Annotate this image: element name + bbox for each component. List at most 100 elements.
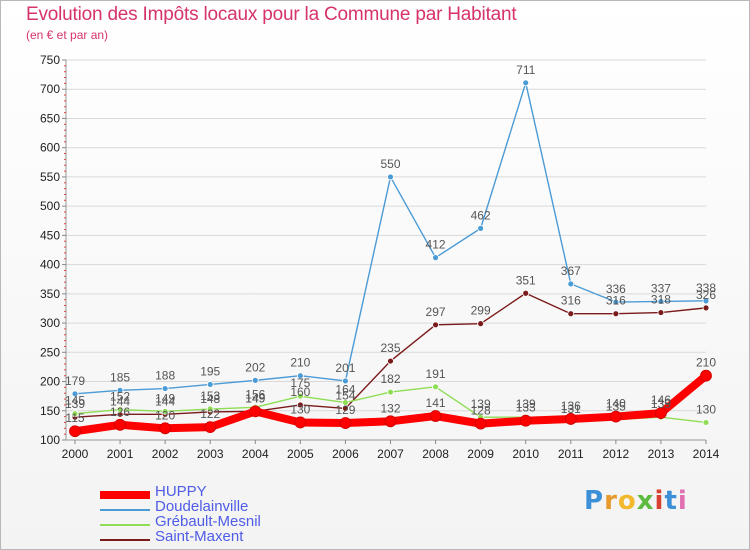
data-point <box>567 310 575 318</box>
data-point <box>612 310 620 318</box>
legend-label: Grébault-Mesnil <box>155 513 261 530</box>
data-label: 179 <box>65 374 85 388</box>
y-tick-label: 550 <box>40 170 60 184</box>
legend-swatch-grebault-mesnil <box>100 524 150 526</box>
x-tick-label: 2010 <box>512 447 539 461</box>
data-point <box>609 410 622 423</box>
x-tick-label: 2009 <box>467 447 494 461</box>
data-label: 210 <box>696 356 716 370</box>
data-point <box>296 372 304 380</box>
data-point <box>161 407 169 415</box>
y-tick-label: 750 <box>40 53 60 67</box>
data-point <box>251 376 259 384</box>
data-label: 141 <box>426 396 446 410</box>
data-point <box>702 419 710 426</box>
data-label: 131 <box>561 402 581 416</box>
data-label: 235 <box>380 341 400 355</box>
data-point <box>477 224 485 232</box>
data-point <box>474 417 487 430</box>
data-point <box>432 254 439 262</box>
data-label: 126 <box>110 405 130 419</box>
data-label: 326 <box>696 288 716 302</box>
data-label: 145 <box>65 394 85 408</box>
y-tick-label: 300 <box>40 316 60 330</box>
data-point <box>342 399 349 406</box>
data-label: 139 <box>471 397 491 411</box>
brand-logo: Proxiti <box>584 486 688 516</box>
data-point <box>477 320 485 328</box>
data-label: 462 <box>471 208 491 222</box>
data-label: 316 <box>561 294 581 308</box>
data-point <box>564 413 577 425</box>
data-point <box>700 369 712 382</box>
data-point <box>702 297 710 305</box>
data-label: 412 <box>426 238 446 252</box>
data-label: 175 <box>290 376 310 390</box>
y-tick-label: 150 <box>40 404 60 418</box>
data-label: 316 <box>606 294 626 308</box>
data-point <box>294 416 307 429</box>
data-label: 129 <box>335 403 355 417</box>
data-label: 201 <box>335 361 355 375</box>
x-tick-label: 2014 <box>693 447 720 461</box>
data-label: 154 <box>335 388 355 402</box>
data-point <box>387 173 394 181</box>
data-label: 149 <box>155 391 175 405</box>
legend-swatch-saint-maxent <box>100 539 150 541</box>
data-point <box>612 298 620 306</box>
data-point <box>522 79 530 87</box>
x-tick-label: 2005 <box>287 447 314 461</box>
data-label: 299 <box>471 304 491 318</box>
data-point <box>384 415 397 428</box>
data-point <box>159 422 172 435</box>
data-label: 120 <box>155 408 175 422</box>
data-label: 338 <box>696 281 716 295</box>
y-tick-label: 450 <box>40 228 60 242</box>
data-label: 139 <box>65 397 85 411</box>
data-point <box>429 410 442 422</box>
y-tick-label: 100 <box>40 433 60 447</box>
data-label: 297 <box>426 305 446 319</box>
y-tick-label: 200 <box>40 375 60 389</box>
x-tick-label: 2004 <box>242 447 269 461</box>
data-label: 139 <box>651 397 671 411</box>
data-point <box>296 401 304 409</box>
data-label: 136 <box>561 399 581 413</box>
data-label: 337 <box>651 281 671 295</box>
data-label: 195 <box>200 364 220 378</box>
y-tick-label: 600 <box>40 141 60 155</box>
data-label: 115 <box>65 411 84 425</box>
data-point <box>114 418 126 431</box>
data-label: 202 <box>245 360 265 374</box>
data-label: 130 <box>696 402 716 416</box>
data-point <box>204 421 217 434</box>
y-tick-label: 500 <box>40 199 60 213</box>
data-label: 144 <box>155 394 175 408</box>
data-point <box>432 383 439 391</box>
data-point <box>206 405 214 413</box>
legend-swatch-huppy <box>100 491 150 499</box>
data-label: 711 <box>516 63 535 77</box>
data-point <box>519 414 532 427</box>
data-point <box>116 406 124 414</box>
x-tick-label: 2000 <box>62 447 89 461</box>
data-point <box>339 417 352 429</box>
data-label: 351 <box>516 273 536 287</box>
x-tick-label: 2002 <box>152 447 179 461</box>
y-tick-label: 250 <box>40 345 60 359</box>
data-point <box>657 309 665 316</box>
x-tick-label: 2011 <box>558 447 584 461</box>
data-label: 185 <box>110 370 130 384</box>
data-label: 336 <box>606 282 626 296</box>
x-tick-label: 2007 <box>377 447 404 461</box>
y-tick-label: 400 <box>40 258 60 272</box>
x-tick-label: 2003 <box>197 447 224 461</box>
data-point <box>71 410 79 418</box>
y-tick-label: 350 <box>40 287 60 301</box>
data-point <box>296 392 304 400</box>
data-point <box>567 280 575 288</box>
data-label: 140 <box>606 397 626 411</box>
legend-label: Doudelainville <box>155 498 249 515</box>
